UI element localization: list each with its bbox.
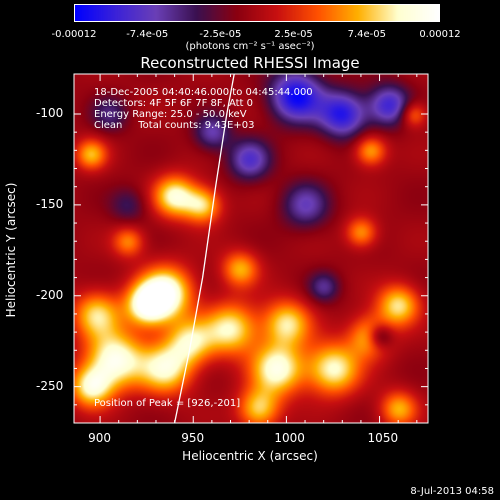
x-tick-label: 900 <box>88 431 111 445</box>
solar-limb-line <box>173 73 235 424</box>
colorbar-tick-label: -7.4e-05 <box>126 29 169 40</box>
x-tick-label: 950 <box>181 431 205 445</box>
colorbar <box>74 4 440 22</box>
clean-counts-label: Clean Total counts: 9.43E+03 <box>94 120 255 131</box>
chart-title: Reconstructed RHESSI Image <box>140 54 360 72</box>
colorbar-unit-label: (photons cm⁻² s⁻¹ asec⁻²) <box>185 41 315 52</box>
peak-position-label: Position of Peak = [926,-201] <box>94 398 241 409</box>
x-tick-label: 1000 <box>274 431 305 445</box>
energy-range-label: Energy Range: 25.0 - 50.0 keV <box>94 109 247 120</box>
x-tick-label: 1050 <box>367 431 399 445</box>
detectors-label: Detectors: 4F 5F 6F 7F 8F, Att 0 <box>94 98 254 109</box>
plot-border <box>73 73 429 424</box>
colorbar-tick-label: 7.4e-05 <box>347 29 386 40</box>
colorbar-tick-label: 2.5e-05 <box>274 29 313 40</box>
colorbar-tick-label: -2.5e-05 <box>199 29 242 40</box>
y-tick-label: -200 <box>36 287 64 302</box>
colorbar-tick-label: 0.00012 <box>419 29 461 40</box>
observation-time: 18-Dec-2005 04:40:46.000 to 04:45:44.000 <box>94 87 313 98</box>
x-axis-label: Heliocentric X (arcsec) <box>182 449 318 463</box>
timestamp: 8-Jul-2013 04:58 <box>410 486 494 497</box>
y-axis-label: Heliocentric Y (arcsec) <box>4 182 18 318</box>
heatmap-image <box>74 74 428 423</box>
colorbar-tick-label: -0.00012 <box>51 29 97 40</box>
y-tick-label: -250 <box>36 378 64 393</box>
y-tick-label: -100 <box>36 105 64 120</box>
y-tick-label: -150 <box>36 196 64 211</box>
